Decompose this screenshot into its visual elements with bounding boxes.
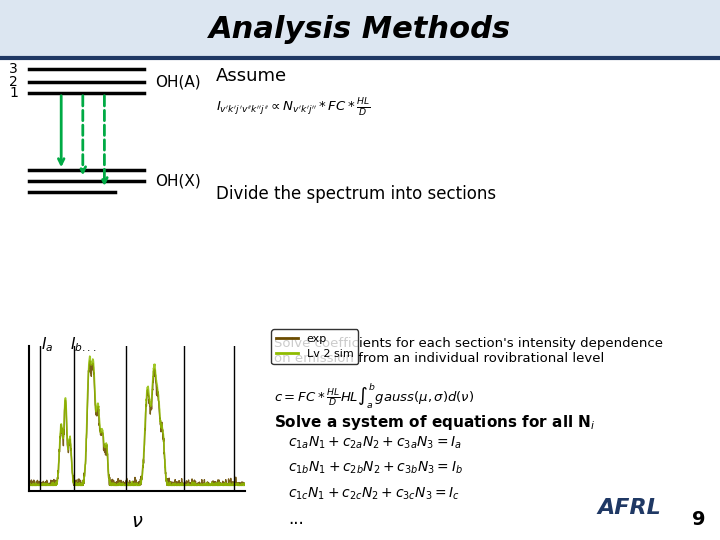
Text: 3: 3 — [9, 62, 18, 76]
Text: $c_{1b}N_1 + c_{2b}N_2 + c_{3b}N_3 = I_b$: $c_{1b}N_1 + c_{2b}N_2 + c_{3b}N_3 = I_b… — [288, 460, 463, 476]
Text: $I_a$: $I_a$ — [41, 335, 53, 354]
Text: OH(X): OH(X) — [155, 173, 201, 188]
Legend: exp, Lv 2 sim: exp, Lv 2 sim — [271, 329, 358, 364]
Text: $I_{v^{\prime}k^{\prime}j^{\prime}v^{\prime\prime}k^{\prime\prime}j^{\prime\prim: $I_{v^{\prime}k^{\prime}j^{\prime}v^{\pr… — [216, 97, 371, 119]
Text: $\nu$: $\nu$ — [130, 512, 143, 531]
Text: Analysis Methods: Analysis Methods — [209, 15, 511, 44]
Bar — [0, 0, 720, 57]
Text: AFRL: AFRL — [598, 498, 662, 518]
Text: OH(A): OH(A) — [155, 75, 200, 90]
Text: ...: ... — [288, 510, 304, 528]
Text: 1: 1 — [9, 86, 18, 100]
Text: $c_{1a}N_1 + c_{2a}N_2 + c_{3a}N_3 = I_a$: $c_{1a}N_1 + c_{2a}N_2 + c_{3a}N_3 = I_a… — [288, 435, 462, 451]
Text: $c_{1c}N_1 + c_{2c}N_2 + c_{3c}N_3 = I_c$: $c_{1c}N_1 + c_{2c}N_2 + c_{3c}N_3 = I_c… — [288, 486, 460, 502]
Text: $I_{b...}$: $I_{b...}$ — [70, 335, 96, 354]
Text: Solve a system of equations for all N$_i$: Solve a system of equations for all N$_i… — [274, 413, 595, 432]
Text: Solve coefficients for each section's intensity dependence
on emission from an i: Solve coefficients for each section's in… — [274, 338, 662, 366]
Text: Divide the spectrum into sections: Divide the spectrum into sections — [216, 185, 496, 204]
Text: 2: 2 — [9, 75, 18, 89]
Text: $c=FC * \frac{HL}{D} HL \int_a^b gauss(\mu, \sigma) d(\nu)$: $c=FC * \frac{HL}{D} HL \int_a^b gauss(\… — [274, 381, 474, 410]
Text: 9: 9 — [692, 510, 706, 529]
Text: Assume: Assume — [216, 66, 287, 85]
